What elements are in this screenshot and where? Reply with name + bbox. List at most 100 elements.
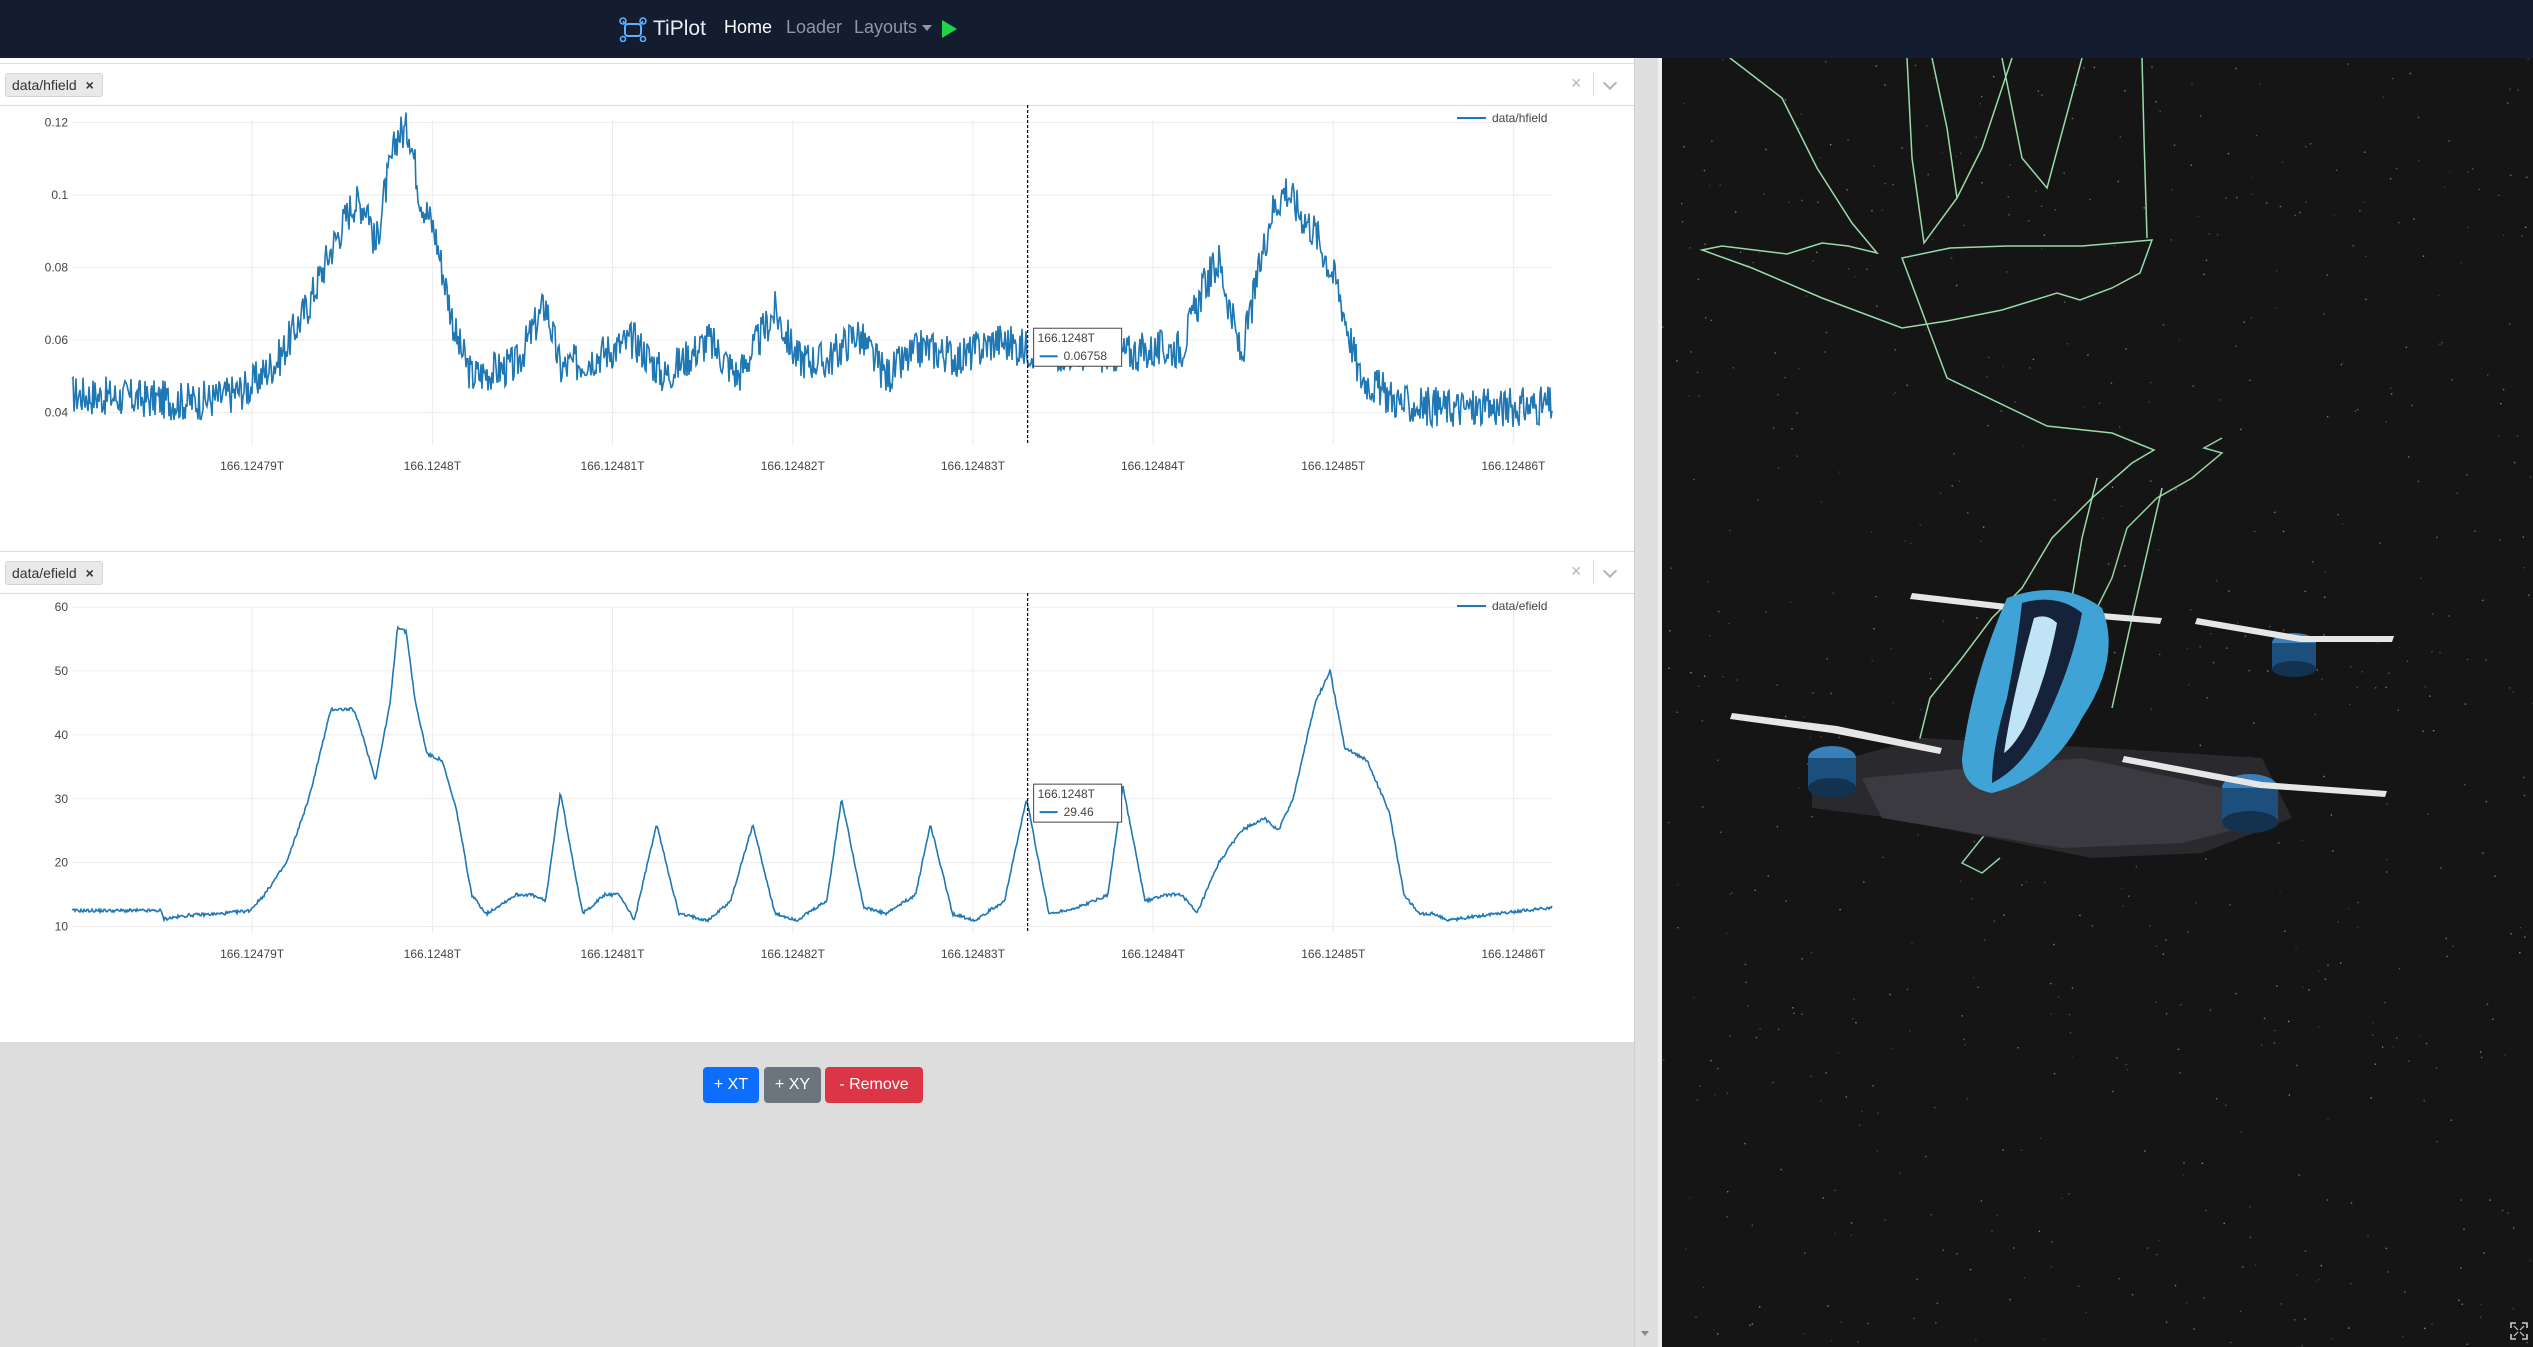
plot-tab-hfield[interactable]: data/hfield × bbox=[5, 73, 103, 97]
star bbox=[1710, 1059, 1712, 1062]
panel-close-icon[interactable]: × bbox=[1571, 561, 1582, 581]
star bbox=[2349, 703, 2351, 706]
star bbox=[2479, 1316, 2482, 1318]
nav-home-link[interactable]: Home bbox=[724, 17, 773, 37]
star bbox=[1798, 367, 1800, 370]
star bbox=[1710, 319, 1713, 321]
panel-close-icon[interactable]: × bbox=[1571, 73, 1582, 93]
star bbox=[1975, 1339, 1977, 1341]
star bbox=[1980, 1200, 1982, 1202]
star bbox=[2014, 401, 2016, 403]
nav-layouts-dropdown[interactable]: Layouts bbox=[854, 17, 933, 38]
y-tick-label: 0.04 bbox=[45, 405, 69, 419]
star bbox=[2050, 982, 2052, 985]
star bbox=[2467, 171, 2469, 173]
star bbox=[1780, 1168, 1782, 1171]
add-xy-plot-button[interactable]: + XY bbox=[764, 1067, 821, 1103]
star bbox=[2304, 1318, 2306, 1320]
tab-close-icon[interactable]: × bbox=[85, 77, 94, 93]
scroll-down-arrow-icon[interactable] bbox=[1641, 1331, 1649, 1336]
star bbox=[2126, 1069, 2128, 1071]
star bbox=[2448, 615, 2450, 617]
star bbox=[2183, 1174, 2185, 1177]
plot-tab-efield[interactable]: data/efield × bbox=[5, 561, 103, 585]
star bbox=[2159, 110, 2161, 112]
remove-plot-button[interactable]: - Remove bbox=[825, 1067, 923, 1103]
star bbox=[2367, 1234, 2369, 1237]
star bbox=[2235, 992, 2237, 995]
star bbox=[1810, 952, 1813, 954]
x-tick-label: 166.1248T bbox=[404, 947, 462, 961]
star bbox=[2385, 421, 2387, 423]
add-xt-plot-button[interactable]: + XT bbox=[703, 1067, 759, 1103]
hfield-chart[interactable]: 0.04 0.06 0.08 0.1 0.12 166.12479T 166.1248T 16… bbox=[0, 105, 1634, 495]
star bbox=[1926, 125, 1928, 127]
star bbox=[2317, 1026, 2320, 1028]
star bbox=[2441, 342, 2443, 344]
series-line bbox=[71, 112, 1553, 429]
star bbox=[2513, 461, 2516, 464]
star bbox=[1904, 540, 1906, 542]
star bbox=[2481, 1056, 2483, 1059]
star bbox=[2228, 590, 2230, 592]
star bbox=[2120, 505, 2123, 507]
star bbox=[1759, 1028, 1761, 1030]
star bbox=[1971, 898, 1973, 900]
star bbox=[2332, 850, 2334, 852]
caret-down-icon bbox=[922, 25, 933, 31]
play-icon[interactable] bbox=[942, 20, 957, 38]
star bbox=[1861, 1110, 1863, 1112]
star bbox=[2199, 744, 2201, 747]
star bbox=[2317, 970, 2320, 972]
star bbox=[1929, 677, 1932, 680]
brand[interactable]: TiPlot bbox=[619, 12, 706, 46]
star bbox=[2506, 102, 2509, 104]
star bbox=[1964, 1044, 1966, 1046]
star bbox=[2439, 651, 2441, 654]
star bbox=[1690, 672, 1692, 674]
3d-viewer[interactable] bbox=[1662, 58, 2533, 1347]
star bbox=[2386, 858, 2388, 861]
star bbox=[1838, 736, 1840, 739]
x-tick-label: 166.1248T bbox=[404, 459, 462, 473]
star bbox=[2121, 887, 2123, 889]
star bbox=[1854, 276, 1857, 278]
3d-scene[interactable] bbox=[1662, 58, 2533, 1347]
x-tick-label: 166.12486T bbox=[1481, 947, 1546, 961]
efield-chart[interactable]: 10 20 30 40 50 60 166.12479T 166.1248T 166.12481… bbox=[0, 593, 1634, 983]
star bbox=[2379, 542, 2381, 544]
star bbox=[2131, 1294, 2134, 1296]
star bbox=[2387, 1271, 2389, 1273]
star bbox=[2162, 953, 2164, 955]
star bbox=[2029, 367, 2031, 369]
star bbox=[1875, 595, 1877, 598]
star bbox=[1801, 199, 1803, 202]
nav-loader-link[interactable]: Loader bbox=[786, 17, 843, 37]
y-tick-label: 0.08 bbox=[45, 261, 69, 275]
rotor-blade bbox=[1730, 713, 1942, 754]
star bbox=[2464, 784, 2466, 786]
star bbox=[2504, 1054, 2506, 1056]
legend-label[interactable]: data/efield bbox=[1492, 599, 1547, 613]
star bbox=[2158, 1239, 2160, 1242]
star bbox=[1744, 963, 1747, 966]
chevron-down-icon[interactable] bbox=[1602, 563, 1618, 579]
star bbox=[1950, 257, 1953, 259]
star bbox=[1805, 295, 1808, 297]
star bbox=[1765, 148, 1767, 151]
star bbox=[2385, 871, 2388, 873]
x-tick-label: 166.12484T bbox=[1121, 947, 1186, 961]
star bbox=[1711, 140, 1713, 142]
tab-close-icon[interactable]: × bbox=[85, 565, 94, 581]
fullscreen-icon[interactable] bbox=[2510, 1322, 2528, 1340]
legend-label[interactable]: data/hfield bbox=[1492, 111, 1547, 125]
star bbox=[1820, 1100, 1822, 1102]
star bbox=[1963, 224, 1965, 227]
star bbox=[2324, 978, 2327, 980]
chevron-down-icon[interactable] bbox=[1602, 75, 1618, 91]
star bbox=[2327, 964, 2329, 966]
panel-resize-handle[interactable] bbox=[1658, 58, 1662, 1347]
star bbox=[2183, 1162, 2185, 1164]
vertical-scrollbar[interactable] bbox=[1634, 58, 1659, 1347]
drone-model bbox=[1730, 590, 2394, 858]
